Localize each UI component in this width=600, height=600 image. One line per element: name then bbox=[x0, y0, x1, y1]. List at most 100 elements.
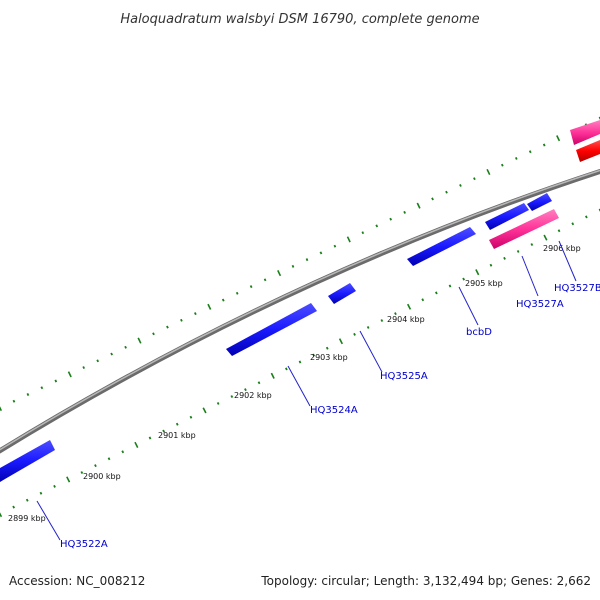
inner-minor-tick bbox=[257, 381, 261, 385]
inner-minor-tick bbox=[325, 346, 329, 350]
outer-minor-tick bbox=[110, 352, 113, 356]
outer-major-tick bbox=[67, 371, 72, 378]
inner-major-tick bbox=[202, 407, 207, 414]
outer-minor-tick bbox=[193, 312, 197, 316]
outer-minor-tick bbox=[514, 157, 518, 160]
outer-minor-tick bbox=[166, 325, 169, 329]
outer-minor-tick bbox=[263, 278, 267, 282]
inner-minor-tick bbox=[557, 229, 561, 233]
outer-minor-tick bbox=[54, 379, 58, 383]
inner-minor-tick bbox=[121, 450, 125, 454]
accession-text: Accession: NC_008212 bbox=[9, 574, 145, 588]
outer-minor-tick bbox=[459, 183, 462, 187]
gene-hq3524a-arrow[interactable] bbox=[226, 303, 317, 356]
inner-minor-tick bbox=[175, 422, 179, 426]
outer-minor-tick bbox=[361, 231, 365, 235]
outer-major-tick bbox=[556, 135, 561, 142]
inner-major-tick bbox=[338, 338, 344, 345]
outer-minor-tick bbox=[291, 264, 295, 268]
outer-minor-tick bbox=[389, 217, 393, 221]
inner-major-tick bbox=[475, 269, 480, 276]
inner-major-tick bbox=[66, 476, 71, 483]
inner-minor-tick bbox=[94, 464, 97, 468]
outer-minor-tick bbox=[12, 399, 16, 403]
inner-minor-tick bbox=[189, 415, 193, 419]
inner-minor-tick bbox=[489, 263, 493, 267]
gene-label-hq3524a[interactable]: HQ3524A bbox=[310, 405, 358, 416]
outer-minor-tick bbox=[26, 393, 30, 396]
inner-minor-tick bbox=[148, 436, 152, 440]
inner-minor-tick bbox=[107, 457, 111, 461]
inner-minor-tick bbox=[216, 401, 220, 405]
gene-hq3527b-arrow[interactable] bbox=[527, 193, 552, 211]
outer-tick-marks bbox=[0, 116, 600, 412]
inner-minor-tick bbox=[298, 360, 302, 364]
map-title: Haloquadratum walsbyi DSM 16790, complet… bbox=[120, 12, 479, 27]
inner-minor-tick bbox=[503, 256, 506, 260]
genome-backbone bbox=[0, 168, 600, 454]
inner-minor-tick bbox=[448, 284, 452, 288]
rna-feature-pink[interactable] bbox=[570, 120, 600, 145]
gene-label-hq3527b[interactable]: HQ3527B bbox=[554, 283, 600, 294]
inner-minor-tick bbox=[434, 291, 438, 295]
outer-minor-tick bbox=[96, 359, 100, 363]
outer-minor-tick bbox=[500, 163, 504, 167]
inner-minor-tick bbox=[25, 498, 29, 502]
inner-minor-tick bbox=[312, 353, 316, 357]
outer-minor-tick bbox=[375, 224, 379, 228]
feature-hq3528-region[interactable] bbox=[570, 120, 600, 162]
inner-minor-tick bbox=[516, 249, 520, 253]
gene-label-hq3522a[interactable]: HQ3522A bbox=[60, 539, 108, 550]
inner-major-tick bbox=[270, 372, 275, 379]
rna-hq3527a-feature[interactable] bbox=[489, 209, 559, 249]
label-leader-lines bbox=[36, 240, 577, 541]
outer-minor-tick bbox=[431, 197, 434, 201]
outer-minor-tick bbox=[319, 251, 323, 255]
outer-minor-tick bbox=[40, 386, 44, 390]
inner-minor-tick bbox=[462, 277, 466, 281]
inner-minor-tick bbox=[230, 395, 234, 399]
outer-minor-tick bbox=[180, 318, 183, 322]
gene-hq3527a-arrow[interactable] bbox=[485, 203, 529, 230]
gene-label-bcbd[interactable]: bcbD bbox=[466, 327, 492, 338]
outer-minor-tick bbox=[82, 366, 86, 369]
tick-label-2905: 2905 kbp bbox=[465, 279, 503, 288]
inner-minor-tick bbox=[244, 388, 247, 392]
outer-minor-tick bbox=[221, 298, 225, 302]
genome-summary-text: Topology: circular; Length: 3,132,494 bp… bbox=[260, 574, 591, 588]
gene-label-hq3525a[interactable]: HQ3525A bbox=[380, 371, 428, 382]
outer-major-tick bbox=[416, 202, 421, 209]
gene-label-hq3527a[interactable]: HQ3527A bbox=[516, 299, 564, 310]
tick-label-2903: 2903 kbp bbox=[310, 353, 348, 362]
inner-major-tick bbox=[406, 303, 412, 310]
inner-minor-tick bbox=[380, 319, 384, 323]
tick-label-2901: 2901 kbp bbox=[158, 431, 196, 440]
outer-minor-tick bbox=[528, 150, 532, 154]
outer-minor-tick bbox=[333, 244, 337, 248]
inner-major-tick bbox=[134, 441, 139, 448]
inner-major-tick bbox=[543, 234, 548, 241]
outer-major-tick bbox=[277, 270, 282, 277]
inner-minor-tick bbox=[162, 429, 166, 433]
inner-minor-tick bbox=[39, 491, 43, 495]
gene-bcbd-arrow[interactable] bbox=[407, 227, 476, 266]
inner-minor-tick bbox=[353, 332, 356, 336]
outer-minor-tick bbox=[152, 332, 155, 336]
inner-minor-tick bbox=[421, 298, 425, 302]
outer-major-tick bbox=[346, 236, 351, 243]
gene-hq3522a-arrow[interactable] bbox=[0, 440, 55, 482]
outer-minor-tick bbox=[445, 190, 448, 194]
inner-minor-tick bbox=[394, 312, 397, 316]
outer-major-tick bbox=[0, 406, 3, 412]
outer-minor-tick bbox=[124, 345, 127, 349]
inner-tick-marks bbox=[0, 208, 600, 518]
inner-minor-tick bbox=[80, 471, 84, 475]
outer-major-tick bbox=[137, 337, 142, 344]
inner-minor-tick bbox=[571, 222, 575, 226]
outer-major-tick bbox=[207, 303, 212, 310]
gene-hq3525a-arrow[interactable] bbox=[328, 283, 356, 304]
genome-backbone-highlight bbox=[0, 169, 600, 451]
inner-minor-tick bbox=[530, 243, 534, 247]
rrna-feature-red[interactable] bbox=[576, 140, 600, 162]
